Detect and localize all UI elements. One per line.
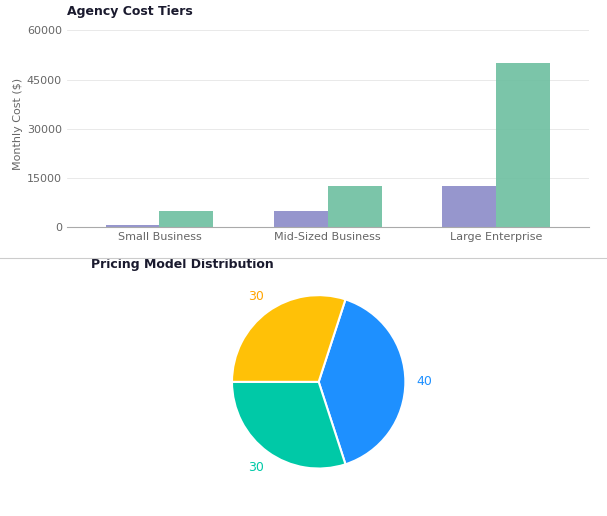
Bar: [106, 225, 160, 227]
Bar: [274, 211, 328, 227]
Bar: [496, 63, 550, 227]
Text: Pricing Model Distribution: Pricing Model Distribution: [91, 258, 274, 271]
Wedge shape: [232, 295, 345, 382]
Bar: [328, 186, 382, 227]
Wedge shape: [319, 299, 405, 464]
Text: 30: 30: [249, 461, 265, 474]
Text: 30: 30: [249, 290, 265, 303]
Bar: [160, 211, 213, 227]
Y-axis label: Monthly Cost ($): Monthly Cost ($): [13, 78, 22, 170]
Wedge shape: [232, 382, 345, 469]
Text: Agency Cost Tiers: Agency Cost Tiers: [67, 5, 192, 18]
Legend: Flat Fee, Percentage of Ad Spend, Performance-Based: Flat Fee, Percentage of Ad Spend, Perfor…: [134, 513, 504, 516]
Text: 40: 40: [416, 375, 432, 389]
Bar: [443, 186, 496, 227]
